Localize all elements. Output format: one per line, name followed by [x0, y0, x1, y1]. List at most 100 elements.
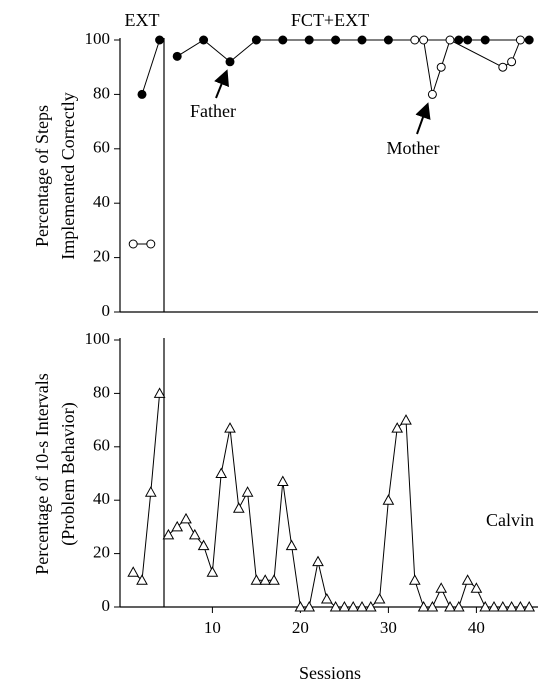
marker — [391, 422, 404, 433]
marker — [382, 494, 395, 505]
marker — [155, 35, 165, 45]
marker — [127, 566, 140, 577]
y-tick-label: 60 — [93, 138, 110, 157]
marker — [320, 592, 333, 604]
y-tick-label: 100 — [85, 329, 111, 348]
annotation: Mother — [387, 138, 440, 158]
y-tick-label: 0 — [102, 301, 111, 320]
marker — [373, 592, 386, 604]
arrow — [214, 69, 229, 99]
y-tick-label: 20 — [93, 543, 110, 562]
marker — [199, 35, 209, 45]
marker — [153, 387, 166, 398]
y-tick-label: 60 — [93, 436, 110, 455]
marker — [524, 35, 534, 45]
y-tick-label: 80 — [93, 83, 110, 102]
annotation: Calvin — [486, 510, 534, 530]
marker — [144, 486, 157, 497]
y-axis-label: Percentage of Steps — [32, 105, 52, 247]
marker — [356, 600, 368, 612]
y-tick-label: 40 — [93, 192, 110, 211]
marker — [383, 35, 393, 45]
marker — [329, 600, 342, 612]
marker — [515, 35, 525, 45]
x-tick-label: 30 — [380, 618, 397, 637]
marker — [251, 35, 261, 45]
x-tick-label: 40 — [468, 618, 485, 637]
marker — [435, 582, 448, 593]
marker — [137, 89, 147, 99]
marker — [268, 574, 280, 585]
marker — [331, 35, 341, 45]
marker — [197, 539, 210, 551]
marker — [463, 35, 473, 45]
marker — [496, 600, 509, 612]
marker — [408, 574, 421, 585]
annotation: Father — [190, 101, 236, 121]
marker — [436, 62, 446, 72]
marker — [136, 574, 148, 585]
series-line — [141, 39, 161, 95]
marker — [215, 467, 228, 478]
marker — [488, 600, 500, 612]
marker — [224, 422, 236, 433]
marker — [171, 520, 184, 532]
marker — [285, 539, 298, 551]
marker — [259, 574, 272, 585]
marker — [146, 239, 156, 249]
marker — [470, 582, 483, 593]
y-axis-label: Implemented Correctly — [58, 92, 78, 259]
marker — [419, 35, 429, 45]
marker — [241, 486, 254, 497]
marker — [232, 502, 245, 513]
marker — [505, 600, 518, 612]
marker — [180, 512, 192, 524]
arrow — [415, 102, 431, 135]
marker — [294, 600, 307, 612]
y-tick-label: 40 — [93, 489, 110, 508]
marker — [461, 574, 474, 585]
y-tick-label: 0 — [102, 596, 111, 615]
marker — [128, 239, 138, 249]
marker — [347, 600, 360, 612]
y-tick-label: 20 — [93, 247, 110, 266]
marker — [452, 600, 465, 612]
y-axis-label: (Problem Behavior) — [58, 402, 79, 545]
marker — [276, 475, 289, 487]
marker — [304, 35, 314, 45]
marker — [417, 600, 430, 612]
marker — [162, 528, 175, 540]
x-tick-label: 20 — [292, 618, 309, 637]
marker — [400, 414, 412, 425]
marker — [206, 566, 219, 577]
x-axis-label: Sessions — [299, 663, 361, 683]
marker — [312, 555, 324, 567]
y-axis-label: Percentage of 10-s Intervals — [32, 373, 52, 574]
marker — [364, 600, 377, 612]
marker — [498, 62, 508, 72]
marker — [507, 57, 517, 67]
marker — [514, 600, 527, 612]
marker — [188, 528, 201, 540]
marker — [410, 35, 420, 45]
marker — [303, 600, 316, 612]
marker — [278, 35, 288, 45]
marker — [427, 89, 437, 99]
marker — [445, 35, 455, 45]
marker — [357, 35, 367, 45]
y-tick-label: 100 — [85, 29, 111, 48]
y-tick-label: 80 — [93, 382, 110, 401]
marker — [225, 57, 235, 67]
marker — [480, 35, 490, 45]
marker — [523, 600, 536, 612]
series-line — [132, 393, 161, 582]
x-tick-label: 10 — [204, 618, 221, 637]
marker — [444, 600, 456, 612]
series-line — [168, 419, 530, 608]
marker — [338, 600, 351, 612]
marker — [250, 574, 263, 585]
marker — [172, 51, 182, 61]
annotation: EXT — [125, 10, 160, 30]
annotation: FCT+EXT — [291, 10, 369, 30]
